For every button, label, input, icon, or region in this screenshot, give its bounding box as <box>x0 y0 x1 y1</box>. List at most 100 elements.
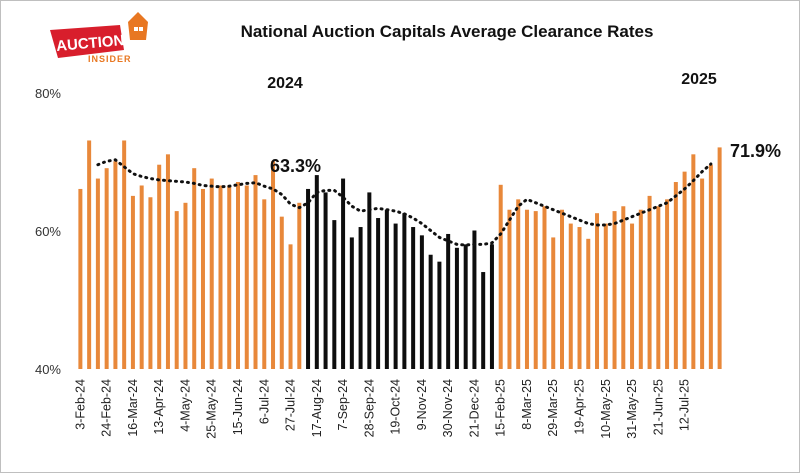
bar <box>95 178 100 369</box>
bar <box>638 209 643 369</box>
x-tick-label: 30-Nov-24 <box>441 379 455 437</box>
logo-house-icon <box>128 12 148 40</box>
logo-window-icon <box>134 27 138 31</box>
x-tick-label: 7-Sep-24 <box>336 379 350 430</box>
bar <box>533 211 538 369</box>
bar <box>472 230 477 369</box>
bar <box>122 140 127 369</box>
bar <box>236 182 240 369</box>
bar <box>630 223 635 369</box>
bar <box>428 254 433 369</box>
bar-series <box>78 140 722 370</box>
bar <box>586 238 591 369</box>
logo-sub-text: INSIDER <box>88 54 132 64</box>
logo-main-text: AUCTION <box>56 32 126 55</box>
bar <box>656 206 661 369</box>
bar <box>603 223 608 369</box>
bar <box>647 195 652 370</box>
bar <box>595 213 600 369</box>
bar <box>218 185 223 369</box>
bar <box>297 202 302 369</box>
bar <box>691 154 696 369</box>
bar <box>262 199 267 369</box>
annotation-2024-value: 63.3% <box>270 156 321 176</box>
trend-line-path <box>96 158 713 247</box>
bar <box>507 209 512 369</box>
bar <box>367 192 372 369</box>
y-tick-label: 60% <box>35 224 61 239</box>
x-tick-label: 29-Mar-25 <box>546 379 560 437</box>
auction-insider-logo: AUCTION INSIDER <box>50 12 148 64</box>
bar <box>577 227 582 369</box>
bar <box>489 244 494 369</box>
x-tick-label: 3-Feb-24 <box>73 379 87 430</box>
bar <box>157 164 162 369</box>
x-tick-label: 16-Mar-24 <box>126 379 140 437</box>
bar <box>708 164 713 369</box>
x-tick-label: 21-Jun-25 <box>651 379 665 435</box>
bar <box>621 206 626 369</box>
bar <box>323 192 328 369</box>
bar <box>463 244 468 369</box>
bar <box>402 213 407 369</box>
bar <box>358 227 363 369</box>
bar <box>393 223 398 369</box>
year-label-2024: 2024 <box>267 75 303 92</box>
bar <box>279 216 284 369</box>
bar <box>271 161 276 369</box>
bar <box>612 211 617 369</box>
bar <box>87 140 92 369</box>
bar <box>165 154 170 369</box>
x-tick-label: 25-May-24 <box>205 379 219 439</box>
bar <box>717 147 722 369</box>
x-tick-label: 4-May-24 <box>178 379 192 432</box>
bar <box>200 188 205 369</box>
trend-line <box>96 158 713 247</box>
annotation-2025-value: 71.9% <box>730 141 781 161</box>
x-tick-label: 13-Apr-24 <box>152 379 166 435</box>
x-axis-ticks: 3-Feb-24 24-Feb-24 16-Mar-24 13-Apr-24 4-May… <box>73 379 691 439</box>
bar <box>253 175 258 369</box>
bar <box>288 244 293 369</box>
bar <box>349 237 354 369</box>
x-tick-label: 6-Jul-24 <box>257 379 271 424</box>
x-tick-label: 17-Aug-24 <box>310 379 324 437</box>
x-tick-label: 9-Nov-24 <box>415 379 429 430</box>
bar <box>481 272 486 369</box>
bar <box>113 161 118 369</box>
x-tick-label: 12-Jul-25 <box>678 379 692 431</box>
bar <box>244 185 249 369</box>
x-tick-label: 19-Oct-24 <box>389 379 403 435</box>
bar <box>411 227 416 369</box>
bar <box>446 233 451 369</box>
x-tick-label: 24-Feb-24 <box>100 379 114 437</box>
bar <box>437 261 442 369</box>
bar <box>306 188 311 369</box>
bar <box>454 247 459 369</box>
bar <box>700 178 705 369</box>
x-tick-label: 19-Apr-25 <box>573 379 587 435</box>
bar <box>130 195 135 370</box>
bar <box>183 202 188 369</box>
x-tick-label: 27-Jul-24 <box>284 379 298 431</box>
bar <box>192 168 197 369</box>
bar <box>516 199 521 369</box>
bar <box>498 184 503 369</box>
bar <box>332 220 337 369</box>
bar <box>551 237 556 369</box>
bar <box>78 188 83 369</box>
bar <box>682 171 687 369</box>
x-tick-label: 8-Mar-25 <box>520 379 534 430</box>
logo-window-icon <box>139 27 143 31</box>
x-tick-label: 21-Dec-24 <box>467 379 481 437</box>
bar <box>174 211 179 369</box>
x-tick-label: 10-May-25 <box>599 379 613 439</box>
bar <box>384 209 389 369</box>
y-tick-label: 80% <box>35 86 61 101</box>
bar <box>148 197 153 369</box>
bar <box>104 168 109 369</box>
bar <box>560 209 564 369</box>
bar <box>314 175 319 369</box>
bar <box>673 182 678 369</box>
